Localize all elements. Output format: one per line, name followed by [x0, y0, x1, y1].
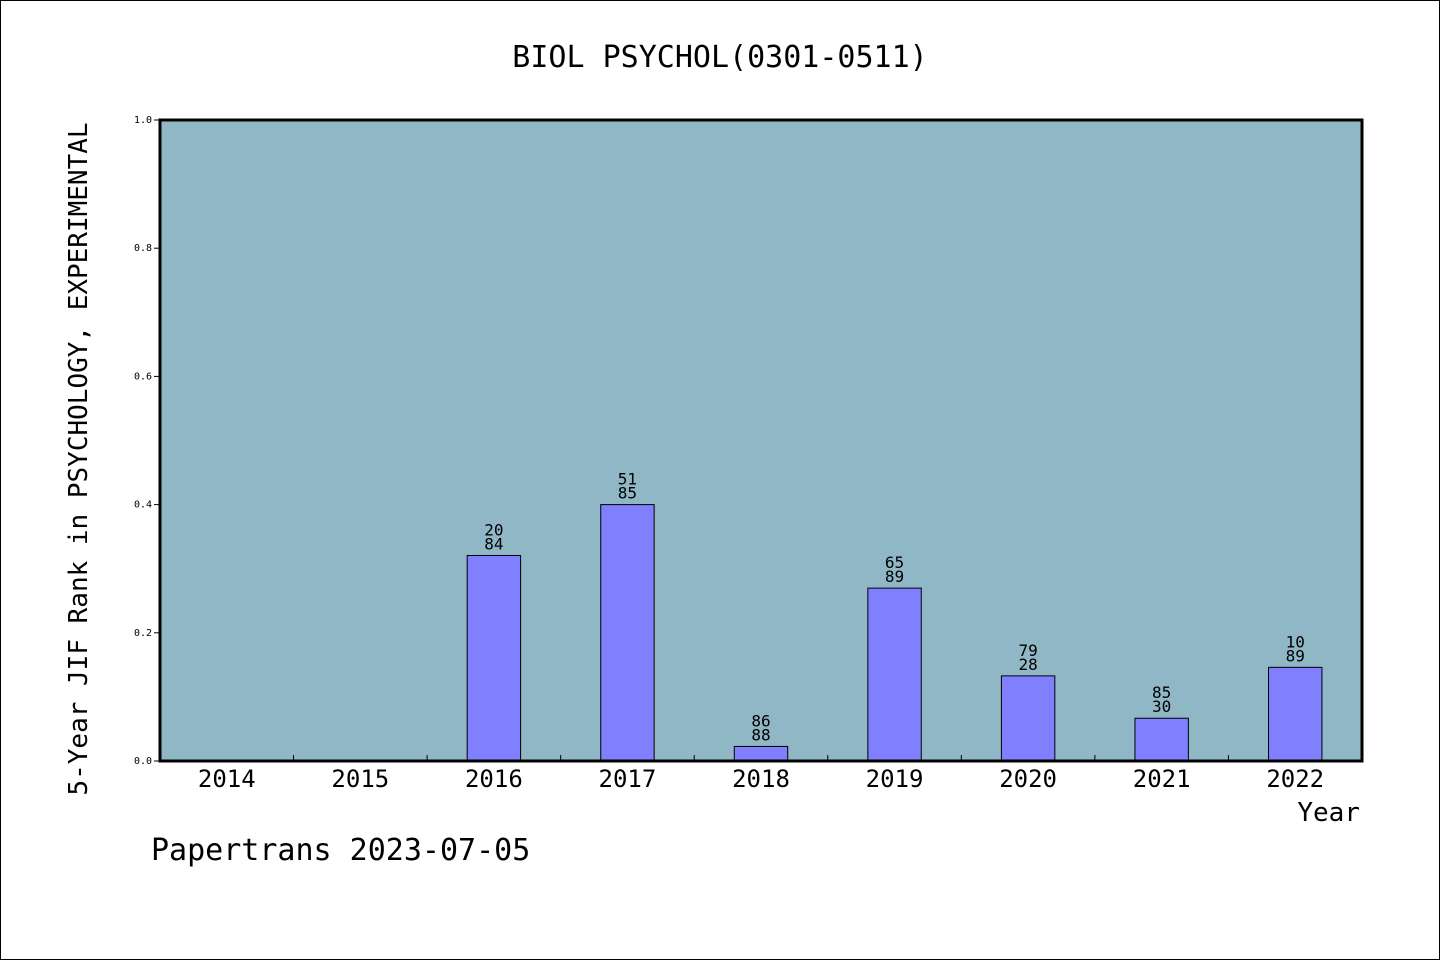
plot-border: [158, 118, 1364, 763]
x-tick-label: 2020: [999, 765, 1057, 793]
bar-2017: [600, 504, 655, 762]
y-tick-label: 1.0: [134, 115, 152, 126]
bar-label-top: 65: [885, 553, 904, 572]
bar-2020: [1000, 675, 1056, 762]
bar-label-top: 10: [1286, 632, 1305, 651]
bar-label-bottom: 30: [1152, 697, 1171, 716]
bar-2018: [733, 745, 789, 762]
bars-group: [466, 504, 1323, 762]
bar-2021: [1134, 717, 1189, 762]
bar-label-bottom: 28: [1018, 655, 1037, 674]
bar-label-bottom: 89: [1286, 646, 1305, 665]
y-tick-label: 0.8: [134, 243, 152, 254]
bar-label-bottom: 85: [618, 484, 637, 503]
bar-label-bottom: 84: [484, 534, 503, 553]
chart-title: BIOL PSYCHOL(0301-0511): [512, 40, 927, 75]
bar-label-top: 79: [1018, 641, 1037, 660]
bar-label-bottom: 88: [751, 725, 770, 744]
y-tick-label: 0.4: [134, 500, 152, 511]
bar-2019: [867, 587, 922, 762]
bar-2022: [1268, 666, 1323, 762]
y-axis-ticks: 0.0 0.2 0.4 0.6 0.8 1.0: [134, 115, 160, 767]
x-tick-label: 2014: [198, 765, 256, 793]
footer-credit: Papertrans 2023-07-05: [151, 833, 531, 868]
x-tick-label: 2022: [1266, 765, 1324, 793]
bar-label-top: 51: [618, 470, 637, 489]
y-tick-label: 0.2: [134, 628, 152, 639]
x-axis-ticks: 2014 2015 2016 2017 2018 2019 2020 2021 2022: [198, 755, 1324, 793]
bar-label-top: 86: [751, 711, 770, 730]
x-tick-label: 2021: [1133, 765, 1191, 793]
x-tick-label: 2019: [866, 765, 924, 793]
y-tick-label: 0.0: [134, 756, 152, 767]
x-tick-label: 2017: [599, 765, 657, 793]
y-axis-label: 5-Year JIF Rank in PSYCHOLOGY, EXPERIMEN…: [64, 122, 94, 795]
bar-label-top: 85: [1152, 683, 1171, 702]
plot-area: [160, 120, 1362, 761]
x-tick-label: 2015: [331, 765, 389, 793]
x-axis-label: Year: [1297, 798, 1360, 828]
x-tick-label: 2016: [465, 765, 523, 793]
bar-label-top: 20: [484, 520, 503, 539]
x-tick-label: 2018: [732, 765, 790, 793]
bar-label-bottom: 89: [885, 567, 904, 586]
bar-2016: [466, 554, 522, 762]
y-tick-label: 0.6: [134, 371, 152, 382]
